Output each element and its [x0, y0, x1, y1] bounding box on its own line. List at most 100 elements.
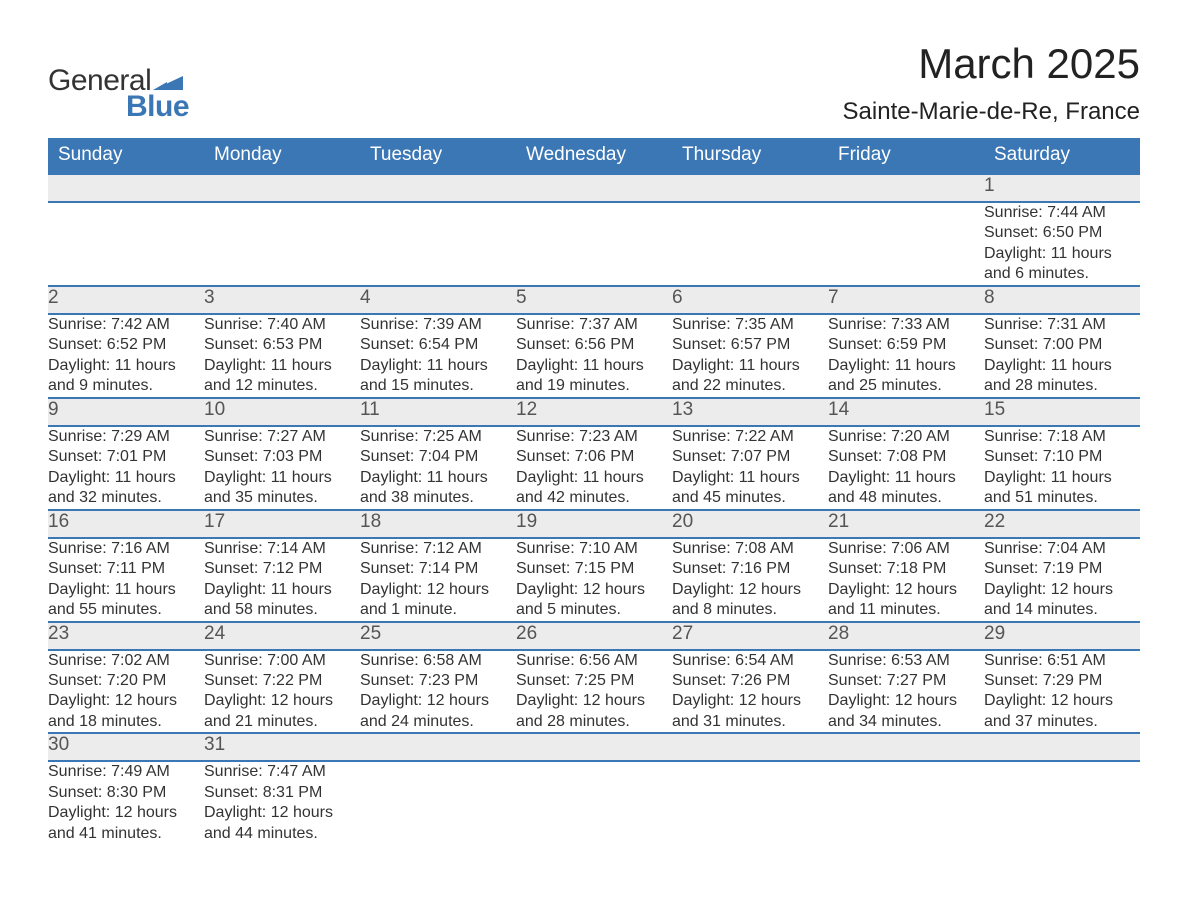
- day-daylight2: and 51 minutes.: [984, 488, 1140, 508]
- day-number: 21: [828, 511, 849, 532]
- day-daylight1: Daylight: 11 hours: [48, 356, 204, 376]
- day-number-cell: 24: [204, 622, 360, 650]
- day-number: 25: [360, 623, 381, 644]
- day-daylight1: Daylight: 11 hours: [828, 356, 984, 376]
- day-daylight1: Daylight: 11 hours: [360, 468, 516, 488]
- day-sunset: Sunset: 6:50 PM: [984, 223, 1140, 243]
- daynum-row: 23242526272829: [48, 622, 1140, 650]
- day-number-cell: 20: [672, 510, 828, 538]
- day-number-cell: [516, 174, 672, 202]
- day-sunrise: Sunrise: 6:53 AM: [828, 651, 984, 671]
- day-sunrise: Sunrise: 7:02 AM: [48, 651, 204, 671]
- day-details-cell: Sunrise: 7:37 AMSunset: 6:56 PMDaylight:…: [516, 314, 672, 398]
- page-title: March 2025: [843, 40, 1140, 88]
- day-details-cell: Sunrise: 7:29 AMSunset: 7:01 PMDaylight:…: [48, 426, 204, 510]
- day-number: 15: [984, 399, 1005, 420]
- day-sunrise: Sunrise: 7:10 AM: [516, 539, 672, 559]
- day-details-cell: Sunrise: 7:10 AMSunset: 7:15 PMDaylight:…: [516, 538, 672, 622]
- day-number-cell: 22: [984, 510, 1140, 538]
- day-number-cell: 11: [360, 398, 516, 426]
- details-row: Sunrise: 7:16 AMSunset: 7:11 PMDaylight:…: [48, 538, 1140, 622]
- day-number: 18: [360, 511, 381, 532]
- location: Sainte-Marie-de-Re, France: [843, 98, 1140, 126]
- day-details-cell: Sunrise: 7:20 AMSunset: 7:08 PMDaylight:…: [828, 426, 984, 510]
- day-number: 17: [204, 511, 225, 532]
- day-details-cell: Sunrise: 6:56 AMSunset: 7:25 PMDaylight:…: [516, 650, 672, 734]
- daynum-row: 2345678: [48, 286, 1140, 314]
- day-number-cell: [828, 733, 984, 761]
- day-details-cell: Sunrise: 6:51 AMSunset: 7:29 PMDaylight:…: [984, 650, 1140, 734]
- day-daylight1: Daylight: 11 hours: [516, 468, 672, 488]
- day-daylight1: Daylight: 11 hours: [984, 468, 1140, 488]
- day-number: 24: [204, 623, 225, 644]
- day-sunset: Sunset: 7:03 PM: [204, 447, 360, 467]
- day-number: 10: [204, 399, 225, 420]
- day-sunset: Sunset: 7:07 PM: [672, 447, 828, 467]
- day-number: 20: [672, 511, 693, 532]
- day-daylight2: and 37 minutes.: [984, 712, 1140, 732]
- day-daylight2: and 28 minutes.: [984, 376, 1140, 396]
- day-number: 26: [516, 623, 537, 644]
- day-number-cell: 29: [984, 622, 1140, 650]
- day-daylight2: and 32 minutes.: [48, 488, 204, 508]
- day-sunset: Sunset: 7:19 PM: [984, 559, 1140, 579]
- day-sunset: Sunset: 6:56 PM: [516, 335, 672, 355]
- day-number-cell: 16: [48, 510, 204, 538]
- day-daylight1: Daylight: 12 hours: [672, 580, 828, 600]
- day-number-cell: [984, 733, 1140, 761]
- day-daylight2: and 31 minutes.: [672, 712, 828, 732]
- day-details-cell: Sunrise: 7:00 AMSunset: 7:22 PMDaylight:…: [204, 650, 360, 734]
- day-number-cell: 9: [48, 398, 204, 426]
- day-number: 14: [828, 399, 849, 420]
- day-sunrise: Sunrise: 7:31 AM: [984, 315, 1140, 335]
- day-details-cell: Sunrise: 7:44 AMSunset: 6:50 PMDaylight:…: [984, 202, 1140, 286]
- day-daylight1: Daylight: 11 hours: [204, 468, 360, 488]
- day-details-cell: Sunrise: 7:42 AMSunset: 6:52 PMDaylight:…: [48, 314, 204, 398]
- day-number-cell: 8: [984, 286, 1140, 314]
- weekday-header: Saturday: [984, 138, 1140, 174]
- day-sunrise: Sunrise: 7:20 AM: [828, 427, 984, 447]
- day-number: 22: [984, 511, 1005, 532]
- day-number-cell: 25: [360, 622, 516, 650]
- brand-mark-icon: [153, 66, 183, 100]
- day-sunset: Sunset: 6:59 PM: [828, 335, 984, 355]
- day-sunrise: Sunrise: 7:42 AM: [48, 315, 204, 335]
- details-row: Sunrise: 7:49 AMSunset: 8:30 PMDaylight:…: [48, 761, 1140, 844]
- details-row: Sunrise: 7:29 AMSunset: 7:01 PMDaylight:…: [48, 426, 1140, 510]
- day-sunset: Sunset: 7:12 PM: [204, 559, 360, 579]
- day-details-cell: Sunrise: 6:58 AMSunset: 7:23 PMDaylight:…: [360, 650, 516, 734]
- day-details-cell: Sunrise: 7:16 AMSunset: 7:11 PMDaylight:…: [48, 538, 204, 622]
- day-daylight2: and 48 minutes.: [828, 488, 984, 508]
- day-daylight1: Daylight: 11 hours: [516, 356, 672, 376]
- day-number-cell: 30: [48, 733, 204, 761]
- day-sunset: Sunset: 7:20 PM: [48, 671, 204, 691]
- day-number-cell: [828, 174, 984, 202]
- day-number-cell: 3: [204, 286, 360, 314]
- day-details-cell: Sunrise: 7:12 AMSunset: 7:14 PMDaylight:…: [360, 538, 516, 622]
- day-sunset: Sunset: 7:25 PM: [516, 671, 672, 691]
- day-number-cell: 15: [984, 398, 1140, 426]
- day-sunrise: Sunrise: 7:22 AM: [672, 427, 828, 447]
- day-daylight2: and 41 minutes.: [48, 824, 204, 844]
- day-daylight2: and 15 minutes.: [360, 376, 516, 396]
- day-number: 3: [204, 287, 215, 308]
- day-details-cell: Sunrise: 7:35 AMSunset: 6:57 PMDaylight:…: [672, 314, 828, 398]
- day-sunrise: Sunrise: 7:06 AM: [828, 539, 984, 559]
- day-daylight2: and 1 minute.: [360, 600, 516, 620]
- day-number-cell: 19: [516, 510, 672, 538]
- day-daylight2: and 58 minutes.: [204, 600, 360, 620]
- day-sunset: Sunset: 7:01 PM: [48, 447, 204, 467]
- day-details-cell: Sunrise: 7:22 AMSunset: 7:07 PMDaylight:…: [672, 426, 828, 510]
- day-sunset: Sunset: 7:23 PM: [360, 671, 516, 691]
- day-daylight2: and 22 minutes.: [672, 376, 828, 396]
- day-sunrise: Sunrise: 7:25 AM: [360, 427, 516, 447]
- day-sunset: Sunset: 7:04 PM: [360, 447, 516, 467]
- day-sunset: Sunset: 7:15 PM: [516, 559, 672, 579]
- day-sunrise: Sunrise: 7:40 AM: [204, 315, 360, 335]
- day-number: 9: [48, 399, 59, 420]
- day-sunset: Sunset: 6:57 PM: [672, 335, 828, 355]
- day-details-cell: Sunrise: 7:33 AMSunset: 6:59 PMDaylight:…: [828, 314, 984, 398]
- day-sunset: Sunset: 7:08 PM: [828, 447, 984, 467]
- day-number: 7: [828, 287, 839, 308]
- day-details-cell: [984, 761, 1140, 844]
